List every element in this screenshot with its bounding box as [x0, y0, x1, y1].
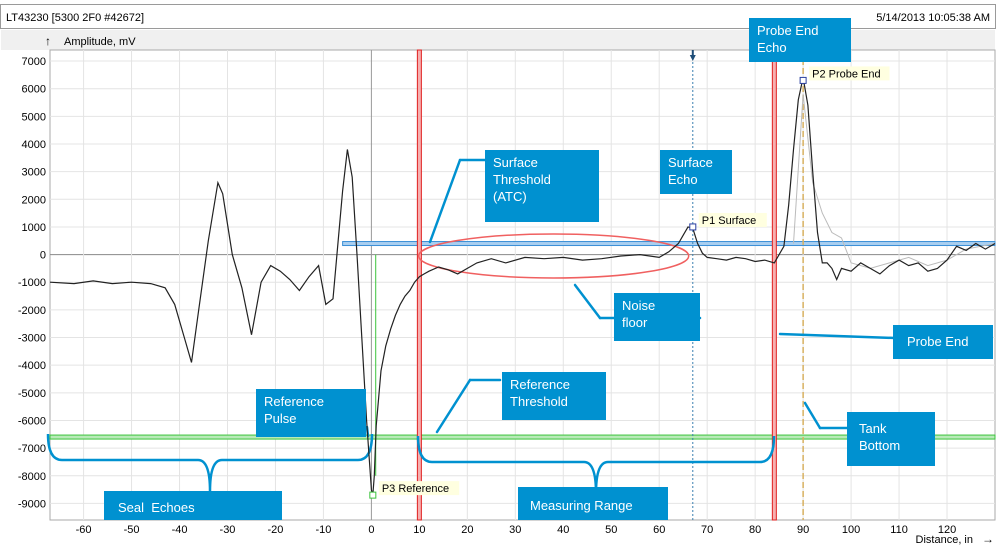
callout-measuring-range-text: Measuring Range — [530, 498, 633, 513]
callout-probe-end-text: Probe End — [907, 334, 969, 349]
noise-floor-ellipse — [417, 233, 690, 279]
measuring-range-marker — [416, 49, 422, 521]
y-axis-arrow: ↑ — [45, 34, 51, 48]
y-tick-label: -6000 — [18, 415, 46, 427]
callout-surface-threshold: Surface Threshold (ATC) — [485, 150, 599, 222]
x-tick-label: -60 — [76, 524, 92, 536]
marker-label-background — [698, 212, 767, 227]
marker-square — [689, 223, 697, 231]
callout-tank-bottom-text: Tank Bottom — [859, 421, 901, 453]
y-tick-label: -7000 — [18, 443, 46, 455]
x-tick-label: 0 — [368, 524, 374, 536]
y-tick-label: 2000 — [22, 194, 46, 206]
x-tick-label: -30 — [220, 524, 236, 536]
y-tick-label: -5000 — [18, 388, 46, 400]
x-tick-label: 120 — [938, 524, 956, 536]
y-tick-label: 5000 — [22, 111, 46, 123]
marker-label: P3 Reference — [382, 483, 449, 495]
x-tick-label: 50 — [605, 524, 617, 536]
callout-noise-floor: Noise floor — [614, 293, 700, 341]
callout-tank-bottom: Tank Bottom — [847, 412, 935, 466]
y-tick-label: 3000 — [22, 167, 46, 179]
y-tick-label: -1000 — [18, 277, 46, 289]
x-tick-label: 110 — [890, 524, 908, 536]
x-tick-label: -10 — [315, 524, 331, 536]
header-timestamp: 5/14/2013 10:05:38 AM — [876, 12, 990, 24]
y-tick-label: 6000 — [22, 84, 46, 96]
amplitude-trace — [49, 77, 996, 496]
callout-connector — [435, 378, 472, 434]
plot-area — [49, 49, 996, 521]
callout-measuring-range: Measuring Range — [518, 487, 668, 520]
marker-square — [799, 76, 807, 84]
callout-seal-echoes-text: Seal Echoes — [118, 500, 195, 515]
callout-connector — [803, 401, 822, 430]
marker-label-background — [378, 481, 460, 496]
x-tick-label: 90 — [797, 524, 809, 536]
callout-connector — [573, 283, 602, 320]
y-tick-label: -2000 — [18, 305, 46, 317]
x-tick-label: -20 — [268, 524, 284, 536]
x-tick-label: 70 — [701, 524, 713, 536]
callout-surface-echo: Surface Echo — [660, 150, 732, 194]
callout-noise-floor-text: Noise floor — [622, 298, 656, 330]
x-tick-labels: -60 -50 -40 -30 -20 -10 0 10 20 30 40 50 60 70 80 90 100… — [76, 524, 957, 536]
marker-label-background — [809, 66, 890, 81]
marker-label: P2 Probe End — [812, 68, 881, 80]
x-tick-label: 40 — [557, 524, 569, 536]
callout-seal-echoes: Seal Echoes — [104, 491, 282, 520]
callout-probe-end: Probe End — [893, 325, 993, 359]
trace-layer — [49, 77, 996, 496]
callout-surface-threshold-text: Surface Threshold (ATC) — [493, 155, 551, 204]
callout-surface-echo-text: Surface Echo — [668, 155, 713, 187]
marker-layer: P1 Surface P2 Probe End P3 Reference — [369, 66, 890, 499]
y-tick-label: 7000 — [22, 56, 46, 68]
y-tick-label: 0 — [40, 250, 46, 262]
x-axis-label: Distance, in — [916, 534, 973, 546]
y-axis-label-strip — [1, 30, 995, 50]
callout-connector — [778, 332, 897, 340]
marker-label: P1 Surface — [702, 215, 756, 227]
y-tick-label: -9000 — [18, 498, 46, 510]
marker-square — [369, 491, 377, 499]
callout-reference-pulse: Reference Pulse — [256, 389, 366, 437]
x-tick-label: 10 — [413, 524, 425, 536]
y-tick-label: -4000 — [18, 360, 46, 372]
gridlines — [50, 50, 995, 520]
x-axis-arrow: → — [982, 532, 994, 546]
header-title: LT43230 [5300 2F0 #42672] — [6, 12, 144, 24]
reference-threshold-line — [49, 434, 996, 440]
callout-probe-end-echo: Probe End Echo — [749, 18, 851, 62]
x-tick-label: 100 — [842, 524, 860, 536]
callout-reference-pulse-text: Reference Pulse — [264, 394, 324, 426]
y-tick-label: -8000 — [18, 471, 46, 483]
x-tick-label: 60 — [653, 524, 665, 536]
x-tick-label: 20 — [461, 524, 473, 536]
x-tick-label: -40 — [172, 524, 188, 536]
x-tick-label: 80 — [749, 524, 761, 536]
y-tick-label: 4000 — [22, 139, 46, 151]
x-tick-label: 30 — [509, 524, 521, 536]
y-tick-label: -3000 — [18, 333, 46, 345]
y-axis-label: Amplitude, mV — [64, 36, 136, 48]
callout-connector — [428, 158, 462, 244]
x-tick-label: -50 — [124, 524, 140, 536]
y-tick-labels: 7000 6000 5000 4000 3000 2000 1000 0 -1000 -2000 -… — [18, 56, 46, 510]
callout-reference-threshold: Reference Threshold — [502, 372, 606, 420]
annotation-lines — [46, 49, 996, 521]
callout-reference-threshold-text: Reference Threshold — [510, 377, 570, 409]
surface-arrow-icon — [689, 50, 696, 61]
y-tick-label: 1000 — [22, 222, 46, 234]
callout-probe-end-echo-text: Probe End Echo — [757, 23, 819, 55]
